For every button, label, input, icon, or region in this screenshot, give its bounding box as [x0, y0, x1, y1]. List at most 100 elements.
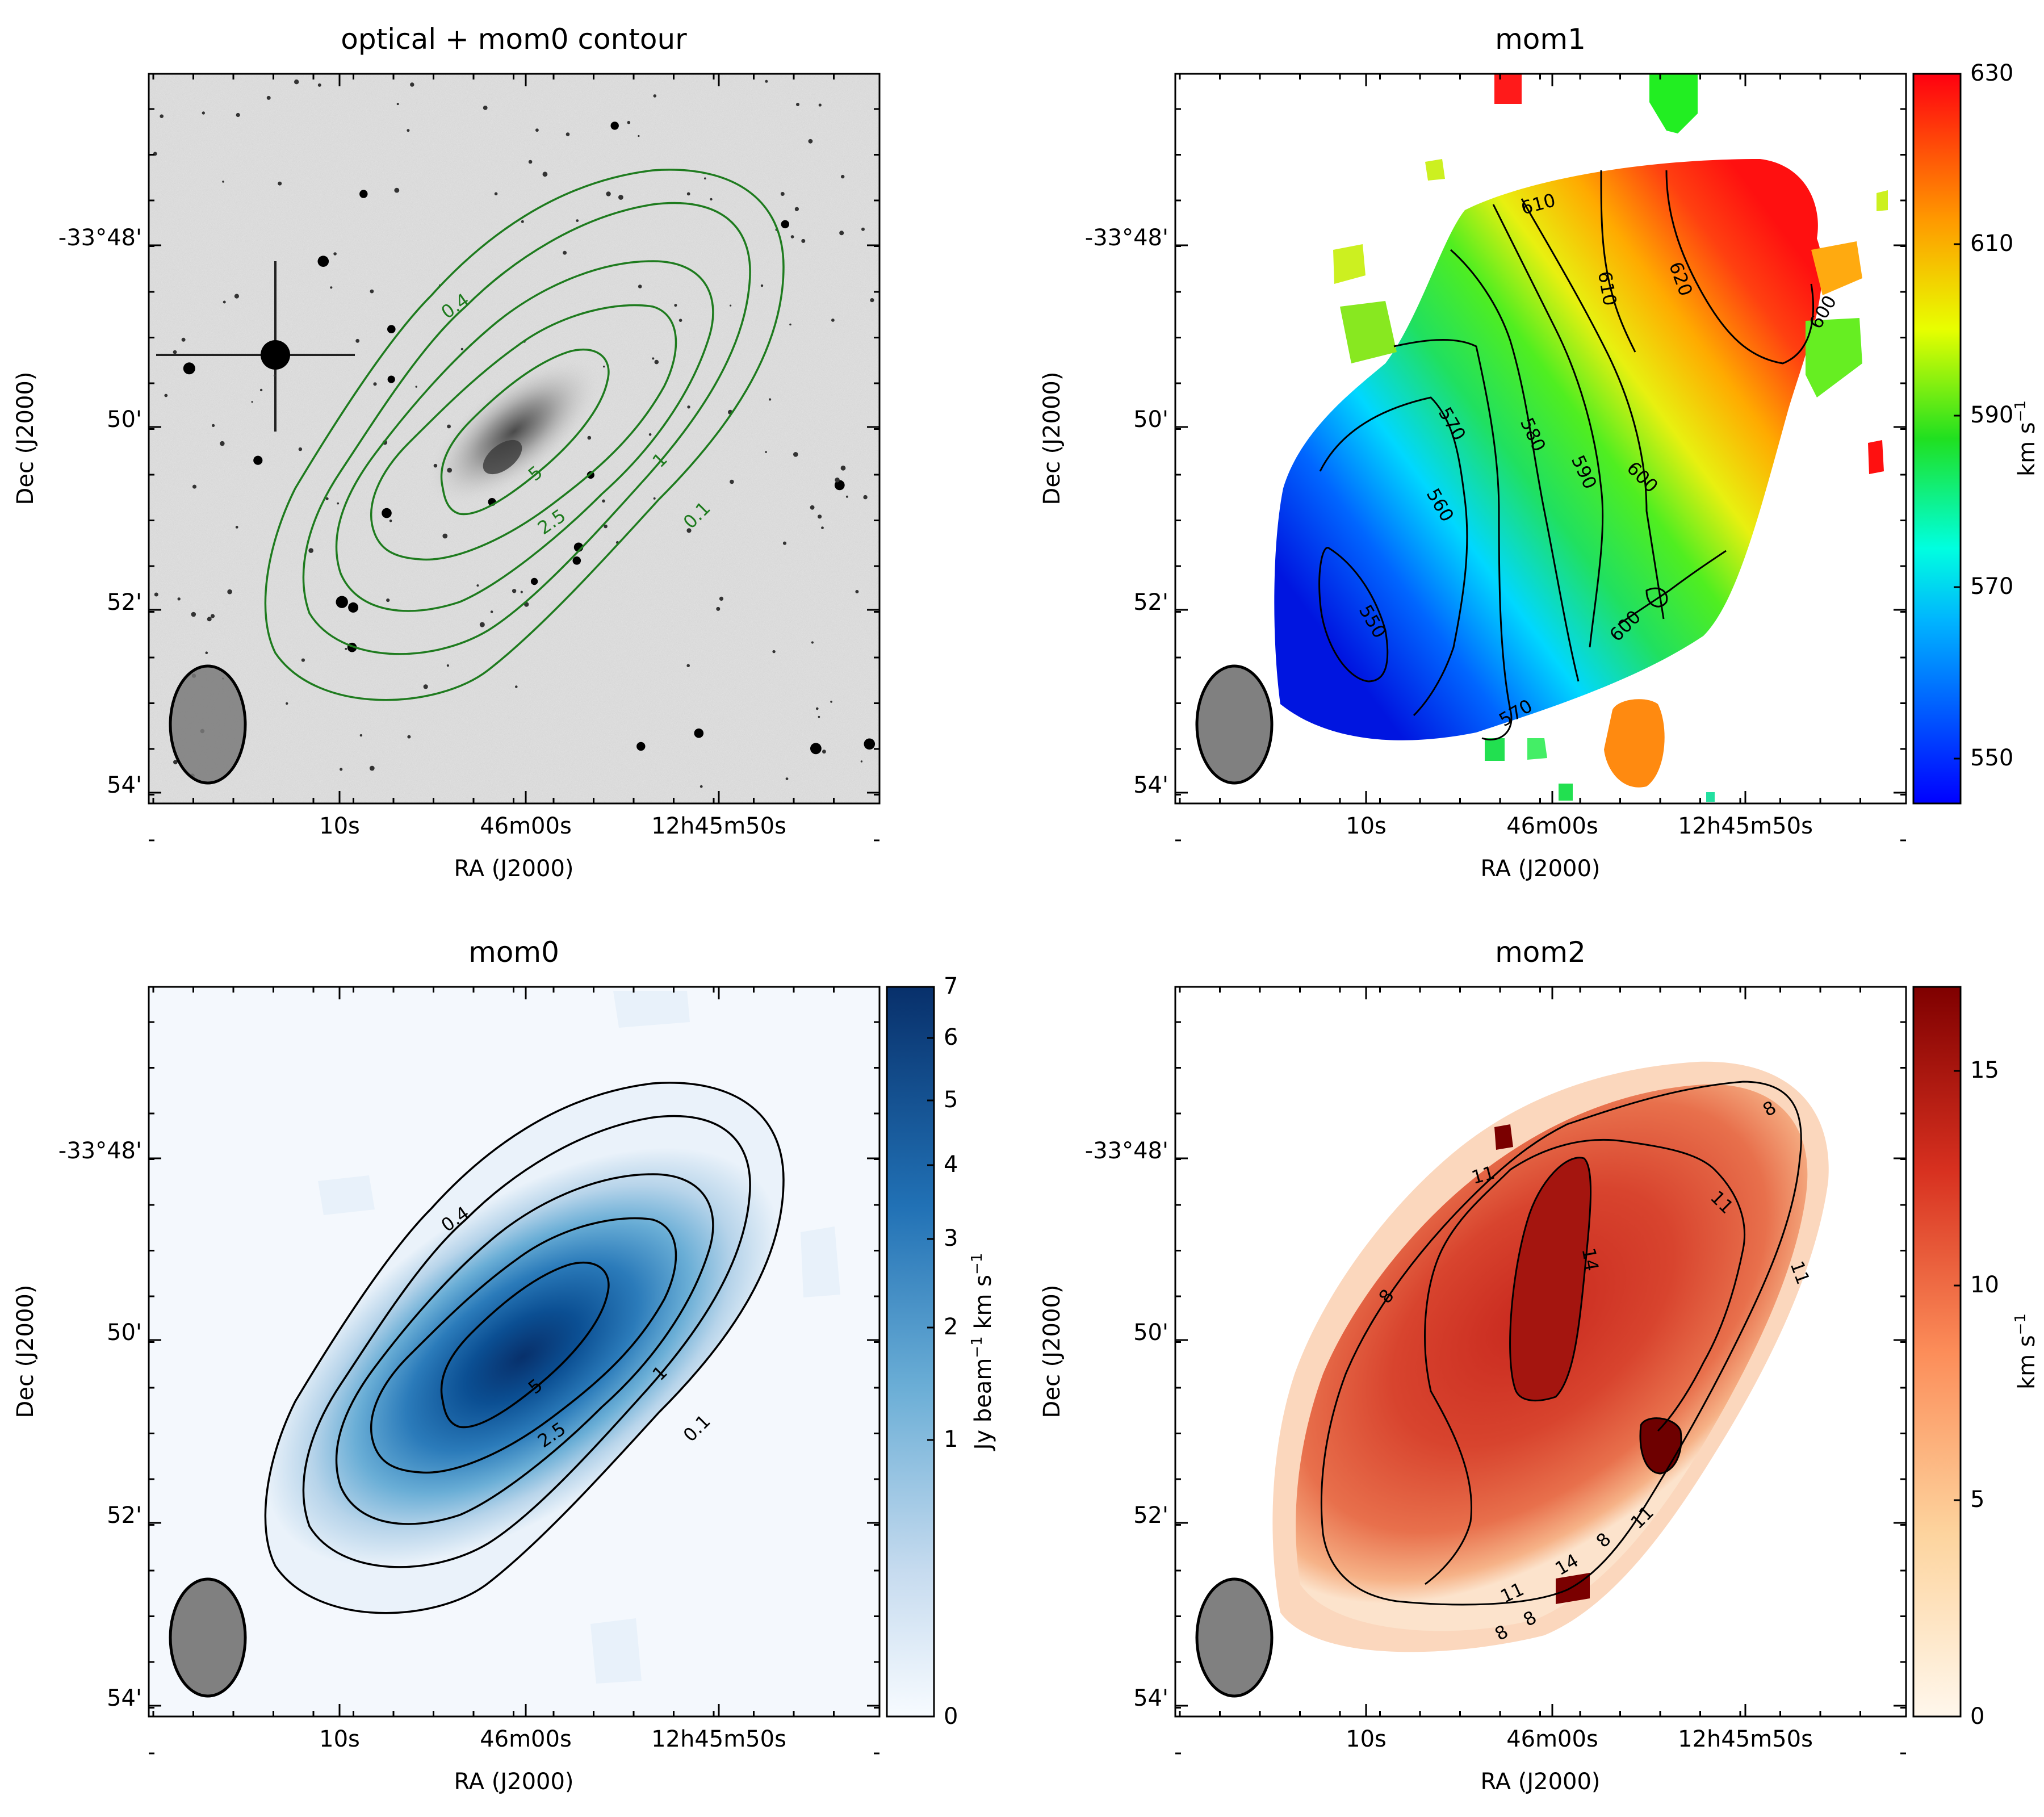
velocity-blob	[1425, 159, 1445, 181]
star	[373, 382, 377, 386]
velocity-blob	[1485, 738, 1505, 761]
star	[687, 405, 690, 409]
star	[177, 597, 181, 601]
x-tick-label: 46m00s	[480, 1726, 572, 1752]
star	[765, 79, 768, 83]
y-tick-label: 52'	[107, 1502, 142, 1529]
star	[337, 502, 340, 505]
y-axis-label: Dec (J2000)	[12, 1285, 39, 1418]
dispersion-peak	[1494, 1124, 1513, 1150]
star	[822, 750, 826, 754]
star	[447, 424, 451, 429]
star	[236, 112, 240, 118]
contour-11	[1424, 1139, 1746, 1585]
contour-0.1	[264, 169, 785, 701]
mom1-panel: mom1	[1039, 23, 2040, 882]
mom2-panel: mom2 8 11 14 11 11 8 14 1	[1039, 936, 2040, 1795]
star	[794, 207, 799, 211]
star	[760, 284, 764, 287]
x-tick-label: 10s	[1346, 1726, 1387, 1752]
x-tick-label: 46m00s	[480, 813, 572, 839]
y-tick-label: 52'	[1133, 1502, 1168, 1529]
star	[369, 765, 375, 771]
star	[610, 122, 619, 130]
star	[191, 612, 196, 617]
y-axis-label: Dec (J2000)	[12, 372, 39, 505]
star	[317, 83, 321, 87]
velocity-blob	[1559, 784, 1573, 801]
star	[442, 533, 448, 539]
star	[396, 103, 399, 106]
contour-620	[1665, 170, 1814, 365]
mom0-contours	[264, 1082, 785, 1614]
star	[222, 181, 224, 183]
star	[796, 103, 799, 106]
velocity-blob	[1877, 190, 1888, 211]
star	[818, 103, 822, 107]
colorbar-tick-labels: 7 6 5 4 3 2 1 0	[944, 973, 958, 1730]
x-tick-label: 12h45m50s	[1678, 813, 1813, 839]
x-tick-label: 12h45m50s	[651, 813, 786, 839]
velocity-blob	[1649, 74, 1698, 133]
star	[790, 235, 794, 238]
velocity-blob	[1604, 699, 1665, 788]
star	[192, 484, 196, 489]
star	[520, 591, 523, 593]
axis-ticks	[149, 74, 879, 841]
star	[460, 348, 463, 351]
emission-patch	[613, 991, 690, 1028]
colorbar-tick-label: 15	[1970, 1057, 1999, 1083]
star	[286, 702, 288, 705]
x-tick-label: 46m00s	[1506, 813, 1598, 839]
star	[704, 177, 706, 180]
colorbar-tick-labels: 15 10 5 0	[1970, 1057, 1999, 1730]
star	[818, 514, 822, 519]
star	[808, 139, 813, 144]
star	[317, 256, 329, 267]
y-tick-labels: -33°48' 50' 52' 54'	[1085, 225, 1168, 798]
star	[835, 478, 840, 483]
velocity-blob	[1868, 440, 1884, 474]
star	[207, 617, 212, 622]
star	[572, 556, 581, 565]
star	[652, 357, 655, 360]
star	[223, 300, 226, 304]
y-tick-label: 50'	[107, 407, 142, 433]
y-tick-label: 54'	[1133, 772, 1168, 798]
colorbar-tick-label: 6	[944, 1024, 958, 1050]
star	[528, 160, 533, 164]
contour-5	[440, 348, 610, 516]
star	[781, 220, 790, 229]
star	[821, 526, 824, 529]
colorbar	[1912, 73, 1962, 805]
colorbar-tick-label: 5	[944, 1087, 958, 1113]
y-tick-labels: -33°48' 50' 52' 54'	[1085, 1138, 1168, 1711]
contour-2.5	[370, 1217, 677, 1474]
star	[160, 114, 164, 118]
contour-14	[1509, 1157, 1592, 1402]
velocity-contours	[1318, 170, 1814, 741]
star	[308, 548, 313, 553]
star	[476, 584, 479, 587]
velocity-blob	[1706, 792, 1715, 802]
y-tick-labels: -33°48' 50' 52' 54'	[58, 1138, 142, 1711]
colorbar-tick-label: 5	[1970, 1487, 1984, 1513]
star	[686, 664, 690, 667]
star	[782, 541, 787, 545]
star	[294, 79, 299, 85]
contour-8	[1320, 1081, 1802, 1606]
star	[785, 777, 789, 780]
contour-2.5	[370, 304, 677, 561]
star	[359, 734, 363, 737]
star	[530, 577, 538, 585]
star	[494, 192, 498, 196]
star	[202, 111, 205, 115]
contour-14b	[1639, 1417, 1682, 1475]
star	[811, 641, 814, 644]
x-tick-label: 10s	[319, 813, 360, 839]
x-tick-label: 46m00s	[1506, 1726, 1598, 1752]
star	[387, 375, 395, 383]
star	[181, 337, 186, 342]
star	[235, 526, 238, 529]
panel-title: mom0	[468, 936, 559, 969]
